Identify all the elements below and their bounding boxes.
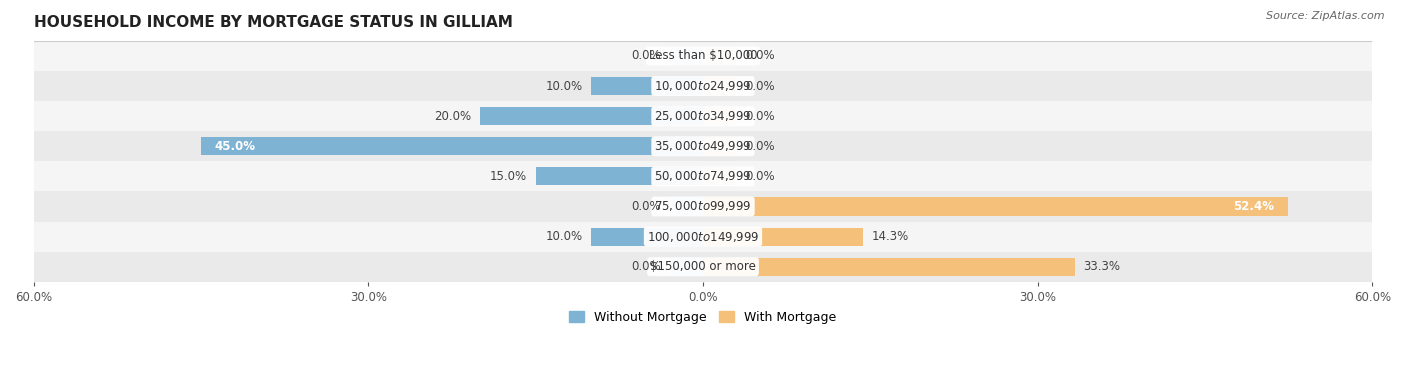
Bar	[592, 77, 703, 95]
Bar	[201, 137, 703, 155]
Text: 0.0%: 0.0%	[745, 80, 775, 92]
Bar	[703, 257, 1074, 276]
Bar	[592, 228, 703, 246]
Bar	[703, 167, 737, 185]
Text: 0.0%: 0.0%	[631, 260, 661, 273]
Text: 0.0%: 0.0%	[631, 200, 661, 213]
Text: 0.0%: 0.0%	[745, 140, 775, 153]
Bar	[703, 137, 737, 155]
Text: 15.0%: 15.0%	[489, 170, 527, 183]
Legend: Without Mortgage, With Mortgage: Without Mortgage, With Mortgage	[564, 305, 842, 328]
Bar	[536, 167, 703, 185]
Bar	[703, 228, 862, 246]
Text: HOUSEHOLD INCOME BY MORTGAGE STATUS IN GILLIAM: HOUSEHOLD INCOME BY MORTGAGE STATUS IN G…	[34, 15, 512, 30]
Text: $75,000 to $99,999: $75,000 to $99,999	[654, 199, 752, 213]
Bar	[34, 131, 1372, 161]
Text: 52.4%: 52.4%	[1233, 200, 1274, 213]
Bar	[34, 161, 1372, 192]
Text: 0.0%: 0.0%	[745, 170, 775, 183]
Text: 20.0%: 20.0%	[434, 110, 471, 123]
Bar	[34, 101, 1372, 131]
Bar	[669, 47, 703, 65]
Text: $50,000 to $74,999: $50,000 to $74,999	[654, 169, 752, 183]
Text: $10,000 to $24,999: $10,000 to $24,999	[654, 79, 752, 93]
Bar	[34, 192, 1372, 222]
Bar	[34, 41, 1372, 71]
Text: 45.0%: 45.0%	[214, 140, 256, 153]
Text: $25,000 to $34,999: $25,000 to $34,999	[654, 109, 752, 123]
Text: 0.0%: 0.0%	[745, 110, 775, 123]
Bar	[34, 222, 1372, 252]
Text: $100,000 to $149,999: $100,000 to $149,999	[647, 230, 759, 244]
Bar	[34, 252, 1372, 282]
Bar	[34, 71, 1372, 101]
Text: 0.0%: 0.0%	[631, 49, 661, 63]
Text: $35,000 to $49,999: $35,000 to $49,999	[654, 139, 752, 153]
Text: Source: ZipAtlas.com: Source: ZipAtlas.com	[1267, 11, 1385, 21]
Bar	[703, 107, 737, 125]
Text: $150,000 or more: $150,000 or more	[650, 260, 756, 273]
Bar	[669, 198, 703, 216]
Text: 10.0%: 10.0%	[546, 80, 582, 92]
Bar	[479, 107, 703, 125]
Text: Less than $10,000: Less than $10,000	[648, 49, 758, 63]
Text: 10.0%: 10.0%	[546, 230, 582, 243]
Bar	[703, 47, 737, 65]
Text: 0.0%: 0.0%	[745, 49, 775, 63]
Text: 33.3%: 33.3%	[1084, 260, 1121, 273]
Bar	[669, 257, 703, 276]
Bar	[703, 198, 1288, 216]
Text: 14.3%: 14.3%	[872, 230, 908, 243]
Bar	[703, 77, 737, 95]
